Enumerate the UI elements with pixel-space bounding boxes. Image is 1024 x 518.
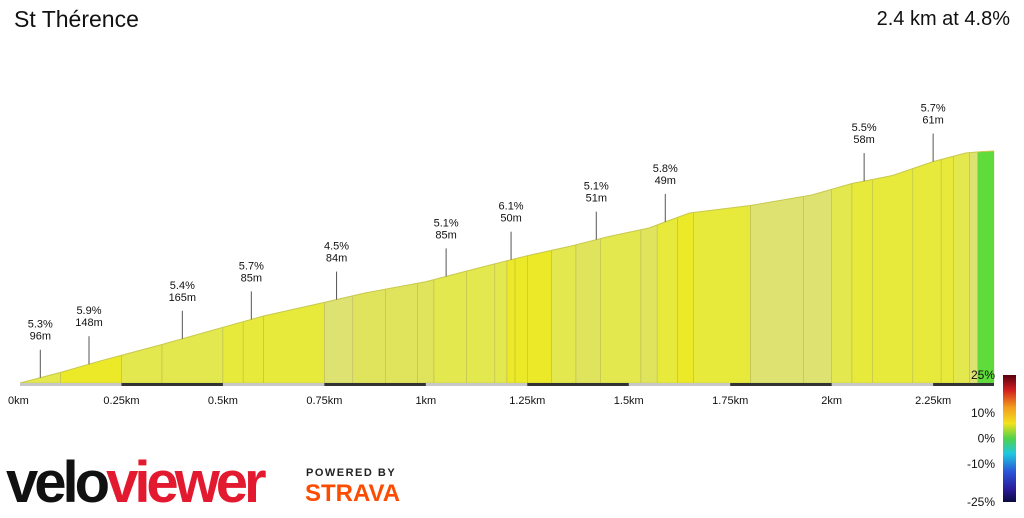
profile-line	[19, 150, 995, 384]
gradient-segment	[940, 155, 954, 384]
gradient-segment	[977, 150, 995, 384]
climb-length-label: 165m	[169, 292, 197, 304]
gradient-segment	[514, 255, 528, 384]
climb-length-label: 51m	[586, 193, 607, 205]
climb-grade-label: 5.1%	[434, 217, 459, 229]
climb-length-label: 85m	[241, 272, 262, 284]
x-tick-label: 0.25km	[103, 395, 139, 407]
gradient-segment	[60, 354, 122, 384]
climb-title: St Thérence	[14, 6, 139, 32]
baseline-band	[324, 383, 426, 386]
gradient-segment	[912, 159, 942, 384]
gradient-segment	[831, 183, 853, 384]
gradient-color-scale: 25% 10% 0% -10% -25%	[967, 368, 1016, 509]
gradient-segment	[851, 179, 873, 384]
gradient-segment	[242, 315, 264, 384]
climb-length-label: 148m	[75, 317, 103, 329]
baseline-band	[527, 383, 629, 386]
climb-grade-label: 6.1%	[499, 201, 524, 213]
color-scale-label: 25%	[971, 368, 995, 382]
climb-grade-label: 5.5%	[852, 122, 877, 134]
powered-by-label: POWERED BY	[306, 467, 397, 479]
gradient-segment	[352, 288, 386, 384]
climb-grade-label: 5.7%	[921, 103, 946, 115]
x-tick-label: 0.75km	[306, 395, 342, 407]
gradient-segment	[324, 295, 354, 384]
baseline-track	[20, 383, 994, 386]
profile-segments	[19, 150, 995, 384]
gradient-segment	[506, 258, 516, 384]
x-axis-ticks: 0km 0.25km 0.5km 0.75km 1km 1.25km 1.5km 1.75km…	[8, 395, 951, 407]
x-tick-label: 2km	[821, 395, 842, 407]
climb-grade-label: 5.9%	[76, 305, 101, 317]
gradient-segment	[263, 302, 325, 384]
gradient-segment	[433, 270, 467, 384]
gradient-segment	[466, 263, 496, 384]
gradient-segment	[384, 282, 419, 384]
climb-length-label: 96m	[30, 331, 51, 343]
logo-velo-text: velo	[6, 450, 110, 515]
profile-outline	[19, 150, 995, 384]
gradient-segment	[551, 244, 577, 384]
gradient-segment	[656, 217, 678, 384]
gradient-segment	[677, 212, 695, 384]
color-scale-bar	[1003, 375, 1016, 502]
climb-length-label: 61m	[922, 115, 943, 127]
gradient-segment	[693, 205, 751, 384]
climb-length-label: 85m	[435, 229, 456, 241]
veloviewer-logo[interactable]: veloviewer	[6, 448, 267, 518]
color-scale-label: -25%	[967, 495, 995, 509]
gradient-segment	[969, 151, 979, 384]
climb-length-label: 84m	[326, 253, 347, 265]
x-tick-label: 1.25km	[509, 395, 545, 407]
climb-summary: 2.4 km at 4.8%	[876, 8, 1010, 30]
climb-labels: 5.3%96m5.9%148m5.4%165m5.7%85m4.5%84m5.1…	[28, 103, 946, 378]
x-tick-label: 1.75km	[712, 395, 748, 407]
x-tick-label: 1.5km	[614, 395, 644, 407]
gradient-segment	[575, 238, 601, 384]
strava-logo[interactable]: STRAVA	[305, 480, 401, 507]
climb-grade-label: 5.8%	[653, 163, 678, 175]
x-tick-label: 2.25km	[915, 395, 951, 407]
x-tick-label: 0.5km	[208, 395, 238, 407]
gradient-segment	[750, 196, 804, 384]
climb-grade-label: 5.7%	[239, 260, 264, 272]
climb-length-label: 58m	[853, 134, 874, 146]
gradient-segment	[494, 260, 508, 384]
x-tick-label: 1km	[415, 395, 436, 407]
distance-baseline	[20, 383, 994, 386]
gradient-segment	[802, 188, 833, 384]
baseline-band	[121, 383, 223, 386]
color-scale-label: -10%	[967, 457, 995, 471]
gradient-segment	[222, 321, 244, 384]
climb-grade-label: 5.4%	[170, 280, 195, 292]
logo-viewer-text: viewer	[106, 450, 267, 515]
baseline-band	[933, 383, 994, 386]
climb-grade-label: 5.1%	[584, 181, 609, 193]
climb-grade-label: 5.3%	[28, 319, 53, 331]
climb-grade-label: 4.5%	[324, 241, 349, 253]
climb-length-label: 50m	[500, 213, 521, 225]
x-tick-label: 0km	[8, 395, 29, 407]
gradient-segment	[417, 279, 435, 384]
color-scale-label: 10%	[971, 406, 995, 420]
color-scale-label: 0%	[978, 432, 996, 446]
baseline-band	[730, 383, 832, 386]
gradient-segment	[599, 229, 642, 384]
gradient-segment	[871, 168, 914, 384]
climb-length-label: 49m	[655, 175, 676, 187]
gradient-segment	[526, 249, 552, 384]
gradient-segment	[953, 152, 970, 384]
gradient-segment	[640, 224, 658, 384]
